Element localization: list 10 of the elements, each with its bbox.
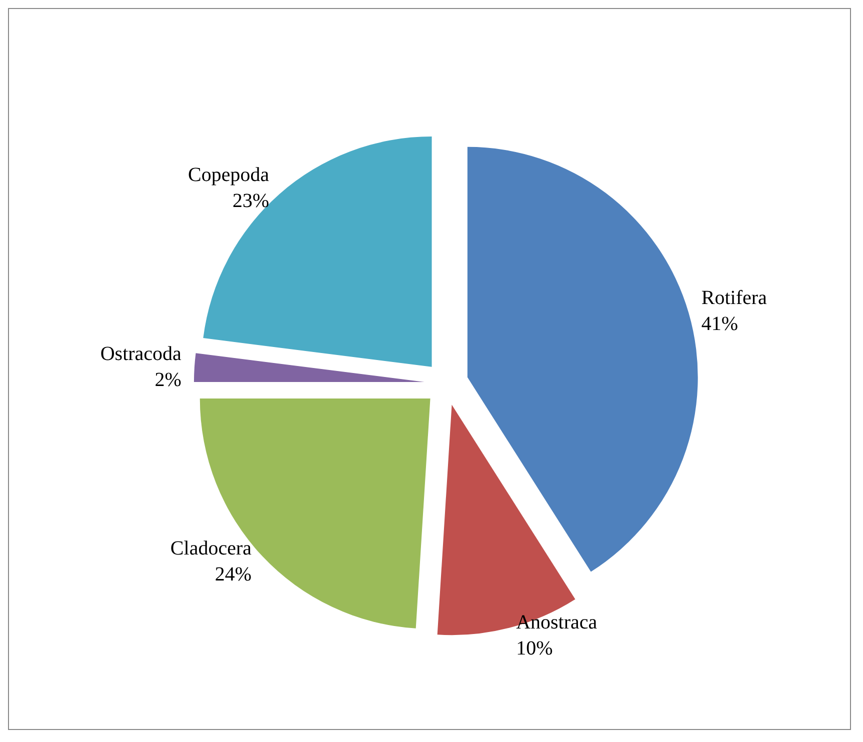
slice-label: Rotifera (701, 286, 768, 309)
data-label: 41% (701, 312, 738, 335)
slice-label: Anostraca (516, 612, 598, 634)
data-label: 24% (214, 564, 252, 586)
slice-label: Ostracoda (100, 343, 182, 366)
data-label: 10% (516, 638, 553, 660)
slice-label: Copepoda (188, 164, 270, 186)
data-label: 23% (232, 190, 270, 212)
data-label: 2% (154, 369, 182, 392)
slice-label: Cladocera (170, 538, 252, 560)
